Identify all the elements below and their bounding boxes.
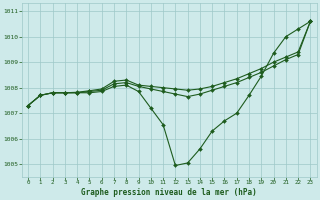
X-axis label: Graphe pression niveau de la mer (hPa): Graphe pression niveau de la mer (hPa) [81,188,257,197]
